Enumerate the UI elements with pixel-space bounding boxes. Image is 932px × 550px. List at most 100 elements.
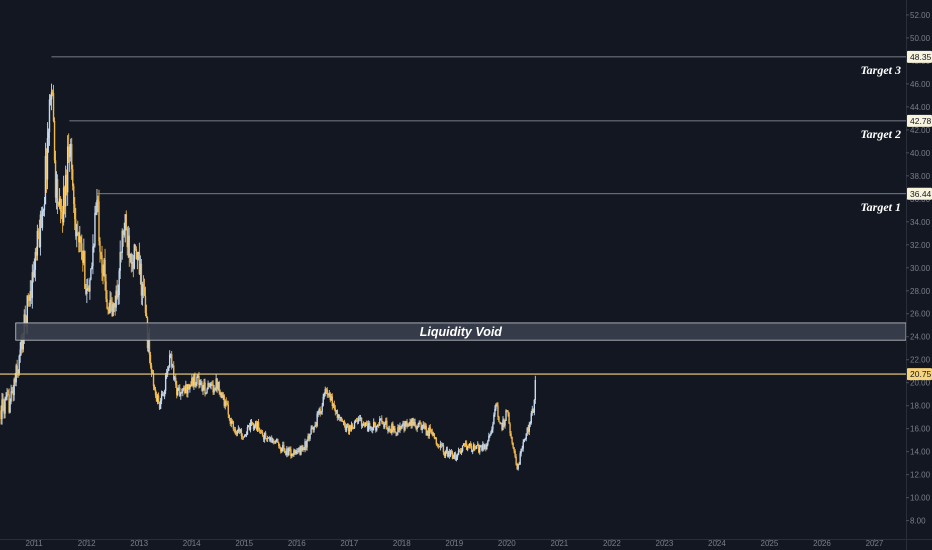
candle-body-up bbox=[68, 155, 71, 157]
candle-body-down bbox=[155, 395, 158, 402]
candle-body-down bbox=[145, 312, 148, 318]
candle-body-down bbox=[515, 456, 517, 465]
candle-body-down bbox=[130, 254, 133, 264]
candle-body-down bbox=[527, 427, 529, 432]
candle-body-up bbox=[353, 422, 356, 429]
candle-body-up bbox=[9, 401, 11, 413]
candle-body-down bbox=[327, 394, 329, 396]
candle-body-up bbox=[304, 441, 306, 451]
candle-body-down bbox=[122, 230, 124, 235]
candle-body-down bbox=[283, 444, 285, 449]
candle-body-up bbox=[491, 429, 493, 433]
candle-body-up bbox=[239, 429, 242, 432]
candle-body-up bbox=[123, 230, 125, 235]
candle-body-up bbox=[189, 384, 191, 390]
candle-body-down bbox=[135, 249, 138, 260]
candle-body-up bbox=[482, 444, 484, 451]
candle-body-down bbox=[498, 416, 500, 422]
candle-body-down bbox=[84, 250, 86, 289]
candle-body-down bbox=[410, 421, 412, 426]
candle-body-down bbox=[97, 199, 99, 202]
candle-body-down bbox=[420, 424, 422, 430]
candle-body-down bbox=[273, 440, 275, 442]
candle-body-down bbox=[451, 452, 454, 459]
candle-body-up bbox=[348, 426, 351, 432]
candle-body-down bbox=[351, 425, 354, 429]
candle-body-down bbox=[465, 443, 468, 450]
candle-body-down bbox=[72, 169, 74, 187]
candle-body-up bbox=[247, 425, 250, 428]
candle-body-down bbox=[100, 252, 102, 256]
candle-body-down bbox=[40, 214, 43, 228]
candle-body-down bbox=[436, 444, 439, 446]
candle-body-up bbox=[449, 451, 452, 457]
candle-body-down bbox=[395, 432, 397, 434]
candle-body-down bbox=[303, 448, 305, 451]
candle-body-down bbox=[496, 404, 498, 406]
price-tick-label: 20.00 bbox=[910, 379, 931, 388]
candle-body-down bbox=[506, 410, 508, 412]
candle-body-up bbox=[42, 210, 45, 212]
candle-body-down bbox=[153, 386, 156, 390]
candle-body-down bbox=[497, 405, 499, 417]
candle-body-down bbox=[176, 384, 178, 396]
candle-body-down bbox=[509, 423, 511, 434]
candle-body-down bbox=[235, 433, 238, 435]
candle-body-up bbox=[286, 448, 288, 456]
time-tick-label: 2015 bbox=[235, 539, 253, 548]
candle-body-up bbox=[237, 428, 240, 432]
candle-body-down bbox=[297, 451, 299, 452]
price-tick-label: 12.00 bbox=[910, 471, 931, 480]
candle-body-down bbox=[382, 422, 384, 425]
candle-body-up bbox=[321, 405, 323, 412]
candle-body-down bbox=[252, 423, 255, 429]
candle-body-up bbox=[520, 448, 522, 454]
time-axis[interactable]: 2011 2012 2013 2014 2015 2016 2017 2018 2019 2020… bbox=[0, 539, 932, 548]
candle-body-up bbox=[20, 340, 22, 350]
candle-body-down bbox=[104, 259, 106, 282]
candle-body-up bbox=[288, 448, 290, 455]
candle-body-up bbox=[18, 356, 20, 374]
candle-body-up bbox=[489, 435, 491, 437]
candle-body-up bbox=[243, 435, 246, 438]
candle-body-up bbox=[87, 287, 89, 289]
candle-body-up bbox=[13, 379, 15, 396]
time-tick-label: 2019 bbox=[445, 539, 463, 548]
candle-body-down bbox=[390, 430, 392, 434]
candle-body-up bbox=[250, 422, 253, 424]
price-tick-label: 14.00 bbox=[910, 448, 931, 457]
candle-body-up bbox=[46, 138, 49, 180]
candle-body-down bbox=[440, 443, 443, 445]
candle-body-up bbox=[476, 445, 478, 449]
candle-body-down bbox=[474, 444, 476, 449]
candle-body-up bbox=[418, 422, 420, 425]
current-price-badge bbox=[907, 368, 932, 381]
candle-body-up bbox=[447, 451, 450, 457]
candle-body-up bbox=[464, 443, 467, 445]
candle-body-up bbox=[346, 425, 349, 427]
candle-body-up bbox=[468, 443, 471, 446]
price-axis[interactable]: 8.00 10.00 12.00 14.00 16.00 18.00 20.00 22.00 2… bbox=[906, 0, 932, 550]
candle-body-up bbox=[525, 433, 527, 439]
candle-body-up bbox=[487, 441, 489, 445]
candle-body-up bbox=[416, 426, 418, 430]
candle-body-up bbox=[50, 92, 53, 100]
candle-body-up bbox=[177, 387, 179, 396]
candle-body-up bbox=[490, 432, 492, 436]
candle-body-up bbox=[1, 399, 3, 420]
candle-body-down bbox=[277, 439, 279, 443]
candle-body-down bbox=[344, 425, 347, 430]
candle-body-down bbox=[363, 423, 366, 426]
candle-body-up bbox=[220, 392, 222, 396]
price-tick-label: 40.00 bbox=[910, 149, 931, 158]
candle-body-up bbox=[209, 385, 211, 387]
candle-body-down bbox=[430, 429, 432, 433]
candle-body-up bbox=[405, 421, 407, 424]
candle-body-up bbox=[70, 144, 72, 156]
candle-body-down bbox=[17, 369, 19, 374]
candle-body-up bbox=[124, 214, 126, 231]
candle-body-up bbox=[345, 426, 348, 430]
candle-body-up bbox=[113, 303, 115, 305]
